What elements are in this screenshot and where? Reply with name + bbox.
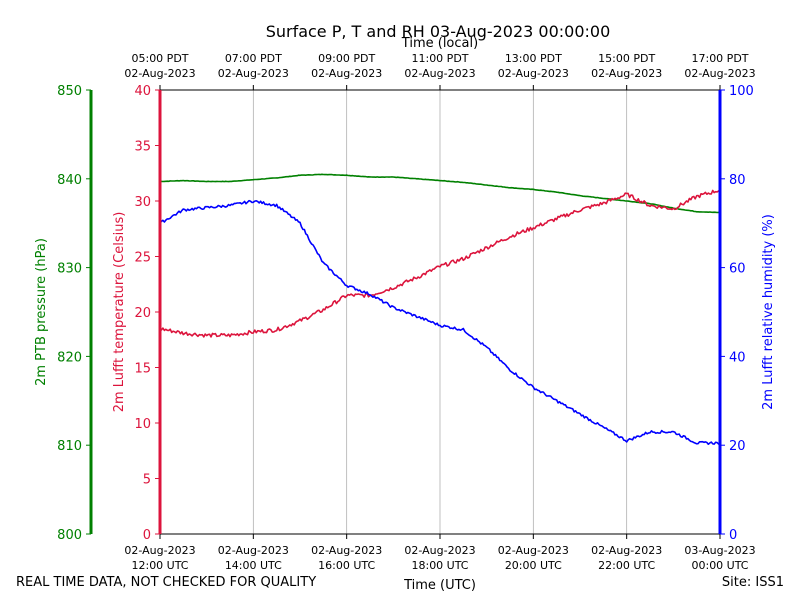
x-top-tick-label-date: 02-Aug-2023 <box>124 67 195 80</box>
x-top-tick-label-date: 02-Aug-2023 <box>684 67 755 80</box>
humidity-axis-label: 2m Lufft relative humidity (%) <box>761 214 776 410</box>
x-tick-label-date: 02-Aug-2023 <box>498 544 569 557</box>
temperature-tick-label: 40 <box>134 84 151 99</box>
x-tick-label-date: 02-Aug-2023 <box>591 544 662 557</box>
x-tick-label-time: 00:00 UTC <box>691 559 748 572</box>
x-tick-label-time: 14:00 UTC <box>225 559 282 572</box>
series-line-temperature <box>159 189 721 338</box>
x-top-tick-label-time: 11:00 PDT <box>411 52 468 65</box>
x-tick-label-time: 12:00 UTC <box>131 559 188 572</box>
pressure-tick-label: 810 <box>57 439 82 454</box>
temperature-tick-label: 10 <box>134 417 151 432</box>
pressure-tick-label: 800 <box>57 528 82 543</box>
pressure-tick-label: 840 <box>57 173 82 188</box>
x-tick-label-time: 20:00 UTC <box>505 559 562 572</box>
x-axis-bottom-label: Time (UTC) <box>403 578 476 593</box>
x-top-tick-label-time: 07:00 PDT <box>225 52 282 65</box>
temperature-tick-label: 15 <box>134 362 151 377</box>
humidity-tick-label: 100 <box>729 84 754 99</box>
x-tick-label-date: 02-Aug-2023 <box>311 544 382 557</box>
x-top-tick-label-date: 02-Aug-2023 <box>311 67 382 80</box>
quality-disclaimer: REAL TIME DATA, NOT CHECKED FOR QUALITY <box>16 575 317 590</box>
temperature-tick-label: 5 <box>143 473 151 488</box>
x-top-tick-label-time: 09:00 PDT <box>318 52 375 65</box>
temperature-tick-label: 35 <box>134 140 151 155</box>
x-top-tick-label-time: 05:00 PDT <box>131 52 188 65</box>
pressure-tick-label: 830 <box>57 262 82 277</box>
humidity-tick-label: 60 <box>729 262 746 277</box>
x-top-tick-label-date: 02-Aug-2023 <box>498 67 569 80</box>
x-top-tick-label-time: 17:00 PDT <box>691 52 748 65</box>
temperature-tick-label: 25 <box>134 251 151 266</box>
humidity-tick-label: 40 <box>729 350 746 365</box>
x-top-tick-label-date: 02-Aug-2023 <box>591 67 662 80</box>
x-tick-label-date: 02-Aug-2023 <box>404 544 475 557</box>
x-tick-label-date: 02-Aug-2023 <box>218 544 289 557</box>
x-tick-label-time: 18:00 UTC <box>411 559 468 572</box>
grid-lines <box>252 90 628 534</box>
pressure-tick-label: 850 <box>57 84 82 99</box>
x-top-tick-label-time: 15:00 PDT <box>598 52 655 65</box>
x-tick-label-time: 22:00 UTC <box>598 559 655 572</box>
humidity-tick-label: 0 <box>729 528 737 543</box>
x-tick-label-date: 03-Aug-2023 <box>684 544 755 557</box>
humidity-tick-label: 20 <box>729 439 746 454</box>
x-axis-top-label: Time (local) <box>401 36 478 51</box>
axes: 02-Aug-2023 12:00 UTC 02-Aug-2023 14:00 UTC… <box>34 52 776 572</box>
humidity-tick-label: 80 <box>729 173 746 188</box>
series-lines <box>159 173 721 446</box>
temperature-tick-label: 20 <box>134 306 151 321</box>
x-top-tick-label-time: 13:00 PDT <box>505 52 562 65</box>
temperature-tick-label: 0 <box>143 528 151 543</box>
x-tick-label-time: 16:00 UTC <box>318 559 375 572</box>
temperature-tick-label: 30 <box>134 195 151 210</box>
x-top-tick-label-date: 02-Aug-2023 <box>218 67 289 80</box>
x-top-tick-label-date: 02-Aug-2023 <box>404 67 475 80</box>
series-line-humidity <box>159 199 721 446</box>
temperature-axis-label: 2m Lufft temperature (Celsius) <box>112 212 127 413</box>
site-label: Site: ISS1 <box>721 575 784 590</box>
pressure-tick-label: 820 <box>57 350 82 365</box>
series-line-pressure <box>159 173 721 214</box>
pressure-axis-label: 2m PTB pressure (hPa) <box>34 238 49 386</box>
chart-title: Surface P, T and RH 03-Aug-2023 00:00:00 <box>266 22 611 41</box>
x-tick-label-date: 02-Aug-2023 <box>124 544 195 557</box>
